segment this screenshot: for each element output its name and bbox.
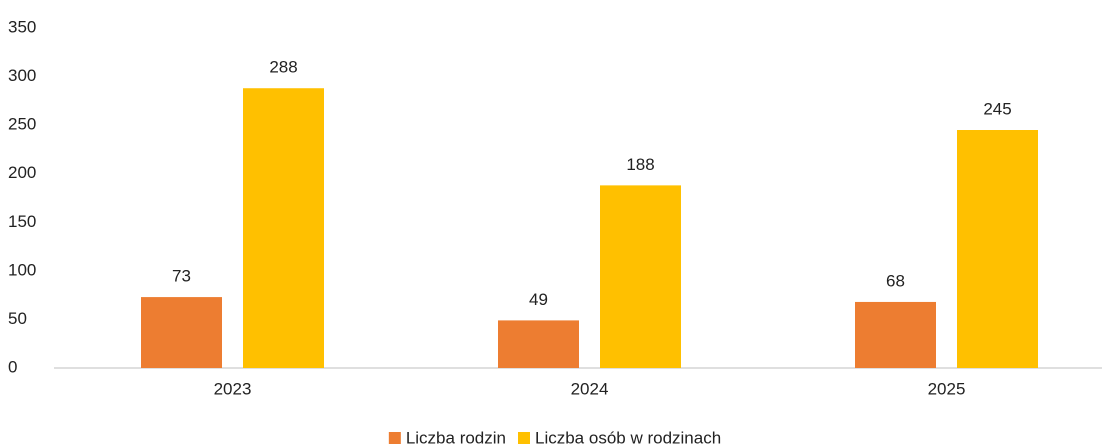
x-tick-label: 2023 — [214, 379, 252, 398]
legend-swatch — [388, 432, 401, 444]
y-tick-label: 300 — [8, 66, 36, 85]
bar — [957, 130, 1038, 368]
y-tick-label: 150 — [8, 212, 36, 231]
bar — [600, 185, 681, 368]
bar — [498, 320, 579, 368]
data-label: 188 — [626, 155, 654, 174]
y-tick-label: 350 — [8, 17, 36, 36]
legend-swatch — [518, 432, 530, 444]
y-tick-label: 0 — [8, 357, 17, 376]
x-tick-label: 2025 — [928, 379, 966, 398]
data-label: 73 — [172, 267, 191, 286]
y-tick-label: 50 — [8, 309, 27, 328]
x-tick-label: 2024 — [571, 379, 609, 398]
bar — [855, 301, 936, 368]
data-label: 288 — [269, 58, 297, 77]
data-label: 245 — [983, 99, 1011, 118]
bar — [141, 297, 222, 368]
legend-label: Liczba rodzin — [406, 428, 506, 447]
data-label: 68 — [886, 271, 905, 290]
y-tick-label: 250 — [8, 115, 36, 134]
bar — [243, 88, 324, 368]
y-tick-label: 200 — [8, 163, 36, 182]
y-tick-label: 100 — [8, 260, 36, 279]
legend-label: Liczba osób w rodzinach — [535, 428, 721, 447]
data-label: 49 — [529, 290, 548, 309]
